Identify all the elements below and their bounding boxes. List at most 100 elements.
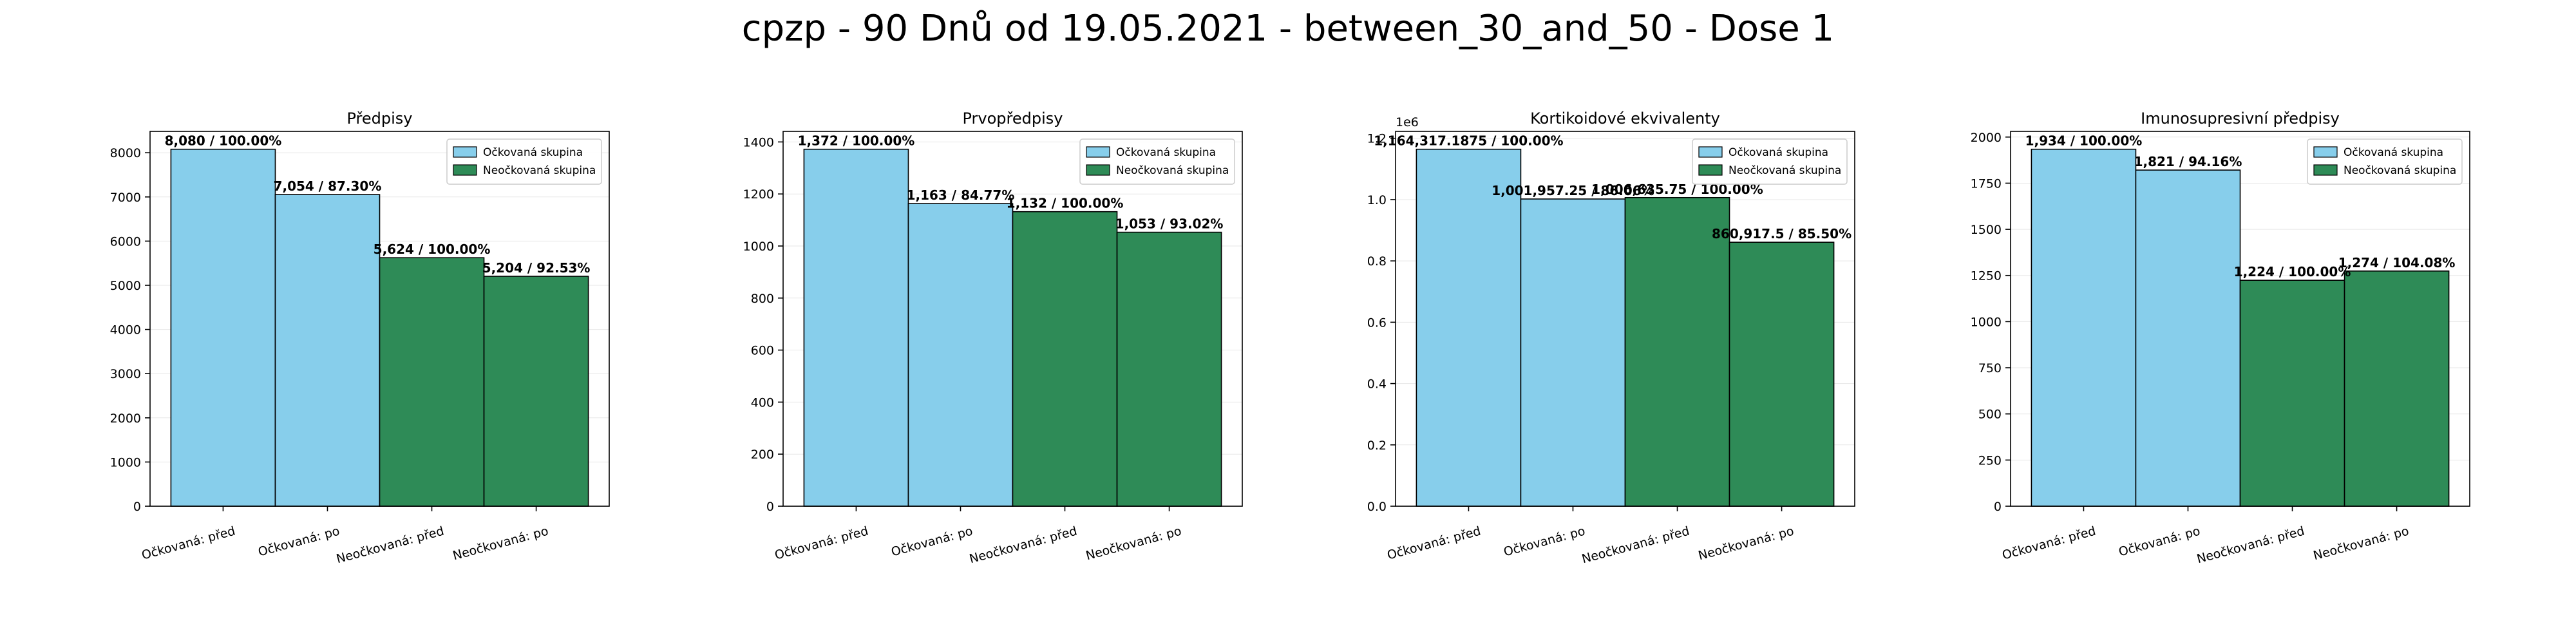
y-tick-label: 0.6	[1367, 316, 1387, 330]
y-tick-label: 400	[751, 395, 774, 410]
bar	[170, 148, 276, 507]
chart-title: Imunosupresivní předpisy	[2141, 109, 2340, 128]
bar	[1116, 231, 1222, 507]
x-tick-label: Očkovaná: po	[2117, 524, 2201, 560]
chart-0: 8,080 / 100.00% 7,054 / 87.30% 5,624 / 100…	[110, 109, 610, 566]
y-tick-label: 0.0	[1367, 500, 1387, 514]
legend-label-unvaccinated: Neočkovaná skupina	[2344, 164, 2456, 177]
y-tick-label: 1000	[1971, 315, 2002, 329]
y-tick-label: 1500	[1971, 223, 2002, 237]
legend-box	[1692, 138, 1848, 185]
x-tick-label: Neočkovaná: před	[968, 524, 1079, 567]
y-tick-label: 2000	[110, 412, 141, 426]
bar	[2239, 279, 2345, 507]
legend: Očkovaná skupina Neočkovaná skupina	[1079, 138, 1235, 185]
y-tick-label: 1250	[1971, 269, 2002, 283]
chart-title: Kortikoidové ekvivalenty	[1530, 109, 1720, 128]
legend-swatch-vaccinated	[1086, 146, 1110, 158]
y-tick-label: 750	[1978, 361, 2002, 375]
legend-box	[2307, 138, 2463, 185]
x-tick-label: Neočkovaná: před	[1580, 524, 1691, 567]
legend-label-vaccinated: Očkovaná skupina	[1728, 146, 1828, 159]
bar-label: 1,821 / 94.16%	[2134, 154, 2242, 169]
y-tick-label: 0.4	[1367, 377, 1387, 392]
bar	[1416, 148, 1522, 507]
y-tick-label: 5000	[110, 279, 141, 293]
axes-frame	[2010, 131, 2470, 507]
x-tick-label: Neočkovaná: po	[451, 524, 550, 564]
y-tick-label: 1.0	[1367, 193, 1387, 207]
bar-label: 1,224 / 100.00%	[2234, 264, 2351, 279]
bar-label: 1,274 / 104.08%	[2338, 255, 2456, 270]
y-tick-label: 2000	[1971, 131, 2002, 145]
bar	[274, 194, 381, 507]
axes-frame	[1395, 131, 1855, 507]
legend-swatch-vaccinated	[453, 146, 477, 158]
x-tick-label: Neočkovaná: po	[1697, 524, 1795, 564]
legend-label-vaccinated: Očkovaná skupina	[1116, 146, 1216, 159]
bar	[1012, 211, 1118, 507]
bar	[379, 257, 485, 507]
figure-title: cpzp - 90 Dnů od 19.05.2021 - between_30…	[741, 8, 1835, 50]
bar	[483, 276, 589, 507]
chart-2: 1,164,317.1875 / 100.00% 1,001,957.25 / 8…	[1367, 109, 1855, 566]
legend-swatch-unvaccinated	[453, 164, 477, 176]
bar-label: 1,164,317.1875 / 100.00%	[1374, 133, 1563, 149]
bar-label: 5,204 / 92.53%	[482, 260, 591, 276]
bar-label: 1,163 / 84.77%	[907, 187, 1015, 203]
y-tick-label: 0	[1994, 500, 2002, 514]
bar-label: 1,934 / 100.00%	[2025, 133, 2143, 149]
y-tick-label: 1400	[743, 135, 774, 149]
axes-frame	[149, 131, 610, 507]
y-tick-label: 0	[133, 500, 141, 514]
y-tick-label: 500	[1978, 408, 2002, 422]
axes-frame	[782, 131, 1243, 507]
bar-label: 1,372 / 100.00%	[798, 133, 915, 149]
y-scale-label: 1e6	[1396, 115, 1419, 129]
x-tick-label: Očkovaná: před	[2001, 524, 2098, 563]
legend-swatch-unvaccinated	[2313, 164, 2338, 176]
y-tick-label: 1750	[1971, 176, 2002, 191]
legend-box	[1079, 138, 1235, 185]
legend-swatch-vaccinated	[2313, 146, 2338, 158]
bar-label: 7,054 / 87.30%	[274, 178, 382, 194]
y-tick-label: 200	[751, 448, 774, 462]
y-tick-label: 6000	[110, 234, 141, 249]
y-tick-label: 4000	[110, 323, 141, 337]
y-tick-label: 800	[751, 292, 774, 306]
legend-swatch-unvaccinated	[1086, 164, 1110, 176]
legend: Očkovaná skupina Neočkovaná skupina	[446, 138, 602, 185]
legend: Očkovaná skupina Neočkovaná skupina	[2307, 138, 2463, 185]
bar-label: 860,917.5 / 85.50%	[1712, 226, 1852, 242]
bar	[907, 203, 1014, 507]
chart-3: 1,934 / 100.00% 1,821 / 94.16% 1,224 / 100…	[1971, 109, 2470, 566]
bar	[803, 148, 909, 507]
y-tick-label: 1.2	[1367, 132, 1387, 146]
legend-box	[446, 138, 602, 185]
legend-swatch-unvaccinated	[1698, 164, 1723, 176]
legend-label-vaccinated: Očkovaná skupina	[2344, 146, 2443, 159]
y-tick-label: 1000	[110, 455, 141, 469]
x-tick-label: Neočkovaná: po	[1084, 524, 1183, 564]
bar-label: 8,080 / 100.00%	[165, 133, 282, 149]
chart-title: Předpisy	[347, 109, 413, 128]
legend-label-unvaccinated: Neočkovaná skupina	[1728, 164, 1841, 177]
x-tick-label: Neočkovaná: před	[2195, 524, 2306, 567]
bar	[1728, 242, 1835, 507]
y-tick-label: 1000	[743, 240, 774, 254]
y-tick-label: 8000	[110, 146, 141, 160]
legend-label-unvaccinated: Neočkovaná skupina	[483, 164, 596, 177]
legend-swatch-vaccinated	[1698, 146, 1723, 158]
legend-label-unvaccinated: Neočkovaná skupina	[1116, 164, 1229, 177]
y-tick-label: 250	[1978, 453, 2002, 468]
x-tick-label: Neočkovaná: po	[2312, 524, 2410, 564]
y-tick-label: 600	[751, 344, 774, 358]
y-tick-label: 0.2	[1367, 439, 1387, 453]
x-tick-label: Očkovaná: před	[1386, 524, 1482, 563]
chart-title: Prvopředpisy	[963, 109, 1063, 128]
bar	[2344, 270, 2450, 507]
legend: Očkovaná skupina Neočkovaná skupina	[1692, 138, 1848, 185]
bar-label: 1,132 / 100.00%	[1007, 196, 1124, 211]
bar-label: 1,053 / 93.02%	[1115, 216, 1224, 232]
